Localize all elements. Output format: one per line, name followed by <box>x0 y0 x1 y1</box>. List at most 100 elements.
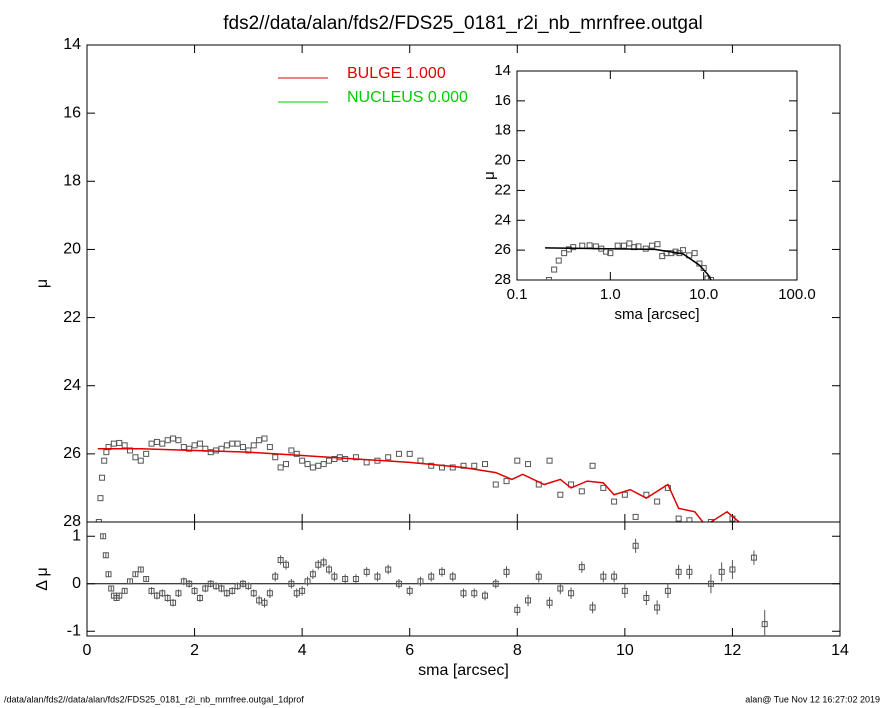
data-point <box>385 566 392 573</box>
data-point <box>406 587 413 594</box>
data-point <box>103 449 110 456</box>
data-point <box>170 599 177 606</box>
y-tick-label: 22 <box>494 181 511 198</box>
data-point <box>196 595 203 601</box>
data-point <box>320 461 327 468</box>
data-point <box>649 242 656 249</box>
data-point <box>304 461 311 468</box>
data-point <box>675 515 682 522</box>
data-point <box>570 244 577 251</box>
plot-area <box>545 240 715 280</box>
y-tick-label: 20 <box>494 152 511 169</box>
model-line <box>97 447 741 522</box>
x-tick-label: 10 <box>616 642 634 659</box>
data-point <box>175 590 182 597</box>
data-point <box>708 277 715 280</box>
data-point <box>385 454 392 461</box>
data-point <box>105 444 112 451</box>
data-point <box>101 457 108 464</box>
data-point <box>315 462 322 469</box>
y-tick-label: 22 <box>63 309 81 326</box>
data-point <box>261 435 268 442</box>
plot-frame <box>86 521 841 637</box>
data-point <box>326 566 333 573</box>
data-point <box>283 561 290 568</box>
data-point <box>471 590 478 597</box>
x-tick-label: 14 <box>831 642 849 659</box>
data-point <box>175 437 182 444</box>
data-point <box>331 573 338 580</box>
y-tick-label: 28 <box>494 271 511 288</box>
data-point <box>503 568 510 575</box>
data-point <box>395 450 402 457</box>
y-tick-label: 14 <box>63 36 81 53</box>
data-point <box>626 240 633 247</box>
x-axis-label: sma [arcsec] <box>418 662 509 679</box>
data-point <box>707 519 714 522</box>
data-point <box>492 580 499 587</box>
data-point <box>600 573 607 580</box>
data-point <box>514 457 521 464</box>
data-point <box>229 587 236 594</box>
legend-label: NUCLEUS 0.000 <box>347 89 468 106</box>
data-point <box>127 447 134 454</box>
data-point <box>288 580 295 587</box>
data-point <box>503 478 510 485</box>
data-point <box>691 250 698 257</box>
data-point <box>148 440 155 447</box>
data-point <box>686 568 693 575</box>
data-point <box>234 440 241 447</box>
y-tick-label: 16 <box>63 104 81 121</box>
data-point <box>614 242 621 249</box>
data-point <box>471 462 478 469</box>
data-point <box>545 277 552 280</box>
data-point <box>261 599 268 606</box>
data-point <box>579 242 586 249</box>
data-point <box>417 457 424 464</box>
data-point <box>121 442 128 449</box>
data-point <box>143 576 150 582</box>
data-point <box>342 576 349 582</box>
data-point <box>320 559 327 566</box>
data-point <box>266 590 273 597</box>
y-tick-label: -1 <box>67 622 81 639</box>
y-tick-label: 24 <box>494 211 511 228</box>
data-point <box>170 435 177 442</box>
data-point <box>546 599 553 606</box>
data-point <box>121 587 128 594</box>
data-point <box>127 578 134 585</box>
data-point <box>100 533 107 540</box>
data-point <box>449 573 456 580</box>
data-point <box>428 462 435 469</box>
data-point <box>99 474 106 481</box>
data-point <box>159 440 166 447</box>
data-point <box>116 592 123 599</box>
data-point <box>108 585 115 592</box>
data-point <box>148 587 155 594</box>
x-tick-label: 12 <box>724 642 742 659</box>
y-tick-label: 18 <box>494 122 511 139</box>
data-point <box>395 580 402 587</box>
data-point <box>250 590 257 597</box>
data-point <box>654 498 661 505</box>
data-point <box>105 571 112 578</box>
data-point <box>551 266 558 273</box>
data-point <box>218 585 225 592</box>
data-point <box>245 447 252 454</box>
data-point <box>277 464 284 471</box>
y-axis-label: Δ μ <box>34 567 51 590</box>
data-point <box>304 578 311 585</box>
data-point <box>675 568 682 575</box>
y-tick-label: 1 <box>72 527 81 544</box>
y-tick-label: 0 <box>72 575 81 592</box>
data-point <box>643 491 650 498</box>
data-point <box>137 566 144 573</box>
data-point <box>750 554 757 561</box>
data-point <box>164 437 171 444</box>
data-point <box>460 590 467 597</box>
data-point <box>643 595 650 601</box>
y-tick-label: 20 <box>63 241 81 258</box>
plot-area <box>95 435 741 522</box>
data-point <box>352 576 359 582</box>
data-point <box>620 242 627 249</box>
